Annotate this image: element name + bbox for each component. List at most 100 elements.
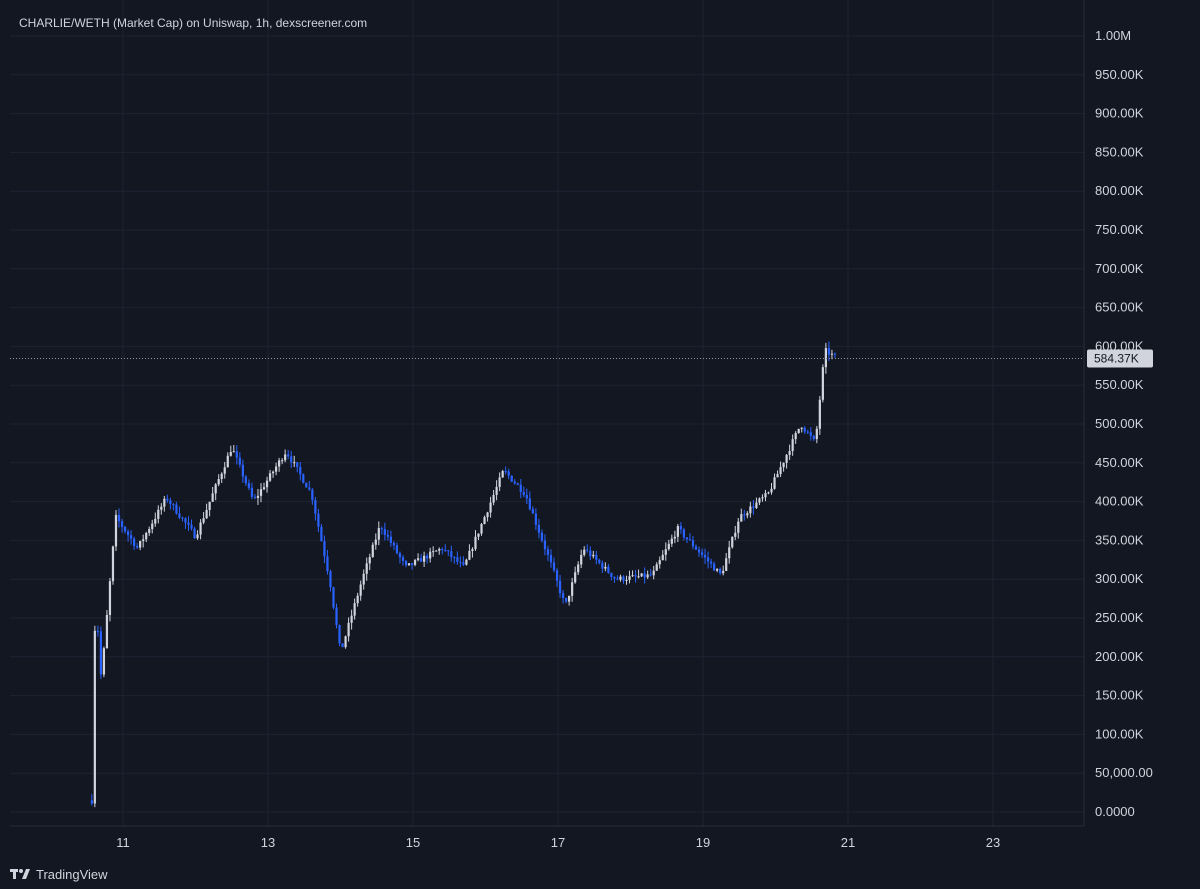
candle-body xyxy=(181,517,184,519)
y-tick-label: 900.00K xyxy=(1095,106,1144,121)
candle-body xyxy=(625,579,628,581)
candle-body xyxy=(664,549,667,555)
y-tick-label: 300.00K xyxy=(1095,571,1144,586)
candle-body xyxy=(797,428,800,434)
candle-body xyxy=(353,603,356,616)
x-tick-label: 17 xyxy=(551,835,565,850)
candle-body xyxy=(438,548,441,551)
candle-body xyxy=(169,500,172,504)
candle-body xyxy=(640,573,643,577)
candle-body xyxy=(350,615,353,623)
y-tick-label: 500.00K xyxy=(1095,416,1144,431)
candle-body xyxy=(492,494,495,503)
candle-body xyxy=(549,554,553,563)
candle-body xyxy=(646,574,649,578)
candle-body xyxy=(429,551,432,559)
candle-body xyxy=(740,514,743,522)
candle-body xyxy=(471,549,474,551)
candle-body xyxy=(728,547,731,559)
candle-body xyxy=(389,536,392,543)
candle-body xyxy=(259,489,263,496)
candle-body xyxy=(558,580,562,594)
candle-body xyxy=(386,534,389,537)
price-axis[interactable]: 0.0000 50,000.00 100.00K 150.00K 200.00K 250.… xyxy=(1095,28,1153,819)
candle-body xyxy=(504,471,507,473)
candle-body xyxy=(622,576,625,581)
candle-body xyxy=(229,452,232,456)
candle-body xyxy=(580,554,583,565)
candle-body xyxy=(706,557,710,562)
candle-body xyxy=(299,467,302,475)
candle-body xyxy=(785,454,788,463)
candle-body xyxy=(592,554,595,557)
candle-body xyxy=(432,551,435,553)
candle-body xyxy=(634,575,637,577)
brand-label: TradingView xyxy=(36,866,108,882)
x-tick-label: 15 xyxy=(406,835,420,850)
candle-body xyxy=(806,431,809,433)
candle-body xyxy=(673,536,676,539)
candle-body xyxy=(129,535,133,539)
footer-brand[interactable]: TradingView xyxy=(10,862,108,886)
candle-body xyxy=(737,521,740,533)
y-tick-label: 750.00K xyxy=(1095,222,1144,237)
candle-body xyxy=(374,539,377,545)
candle-body xyxy=(235,451,238,458)
chart-title: CHARLIE/WETH (Market Cap) on Uniswap, 1h… xyxy=(19,16,368,30)
candle-body xyxy=(812,435,815,440)
last-price-badge-bg xyxy=(1087,349,1153,368)
candle-body xyxy=(271,471,275,474)
candle-body xyxy=(661,554,664,561)
candle-body xyxy=(117,514,121,522)
candle-body xyxy=(713,563,716,571)
candle-body xyxy=(238,457,241,465)
candle-body xyxy=(522,492,525,495)
candle-body xyxy=(126,531,130,536)
candle-body xyxy=(685,537,689,540)
y-tick-label: 800.00K xyxy=(1095,183,1144,198)
candle-body xyxy=(308,487,311,490)
candle-body xyxy=(782,462,785,468)
candle-body xyxy=(571,582,574,596)
candle-body xyxy=(595,554,598,560)
candle-body xyxy=(794,433,797,440)
candle-body xyxy=(362,573,365,585)
candle-body xyxy=(205,509,208,519)
candle-body xyxy=(368,557,371,564)
candle-body xyxy=(752,506,755,508)
y-tick-label: 200.00K xyxy=(1095,649,1144,664)
candle-body xyxy=(404,560,408,566)
candle-body xyxy=(610,572,613,577)
candle-body xyxy=(725,558,728,571)
candle-body xyxy=(317,513,320,527)
candle-body xyxy=(474,536,477,550)
candle-body xyxy=(703,554,707,558)
candle-body xyxy=(589,550,592,557)
candle-body xyxy=(287,454,290,457)
candle-body xyxy=(262,487,266,490)
candle-body xyxy=(335,607,338,625)
candle-body xyxy=(586,549,589,551)
candle-body xyxy=(323,541,326,557)
candle-body xyxy=(163,498,166,507)
candle-body xyxy=(172,503,175,505)
candle-body xyxy=(423,555,426,562)
candle-body xyxy=(619,576,622,580)
candle-body xyxy=(691,540,695,547)
y-tick-label: 550.00K xyxy=(1095,377,1144,392)
candle-body xyxy=(293,462,296,464)
candle-body xyxy=(667,543,670,550)
candle-body xyxy=(302,474,305,483)
candle-body xyxy=(338,624,341,644)
candle-body xyxy=(519,484,522,493)
candle-body xyxy=(540,532,544,541)
candle-body xyxy=(480,523,483,534)
time-axis[interactable]: 11 13 15 17 19 21 23 xyxy=(116,835,1000,850)
candle-body xyxy=(244,476,247,484)
candle-body xyxy=(383,529,386,535)
candle-body xyxy=(489,502,492,513)
candle-body xyxy=(435,550,438,552)
candle-body xyxy=(226,455,229,468)
candle-body xyxy=(268,473,272,481)
